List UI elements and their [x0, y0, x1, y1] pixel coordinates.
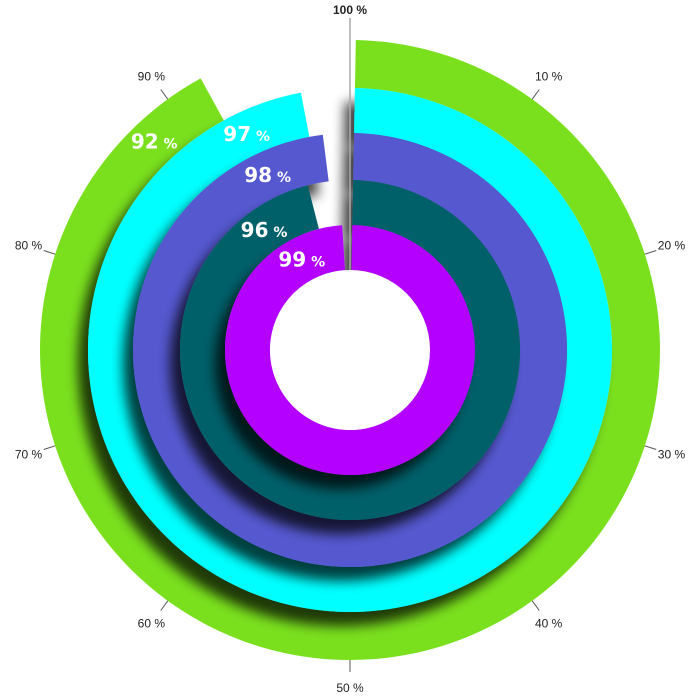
ring-value-label: 96 %: [241, 218, 288, 242]
rings: 92 % 97 % 98 % 96 % 99 %: [39, 40, 660, 661]
tick-label: 10 %: [535, 70, 563, 84]
ring-value-label: 97 %: [223, 122, 270, 146]
tick-label: 90 %: [138, 70, 166, 84]
tick-label: 100 %: [333, 3, 367, 17]
tick-label: 30 %: [658, 447, 686, 461]
tick-label: 50 %: [336, 681, 364, 695]
tick-label: 80 %: [15, 239, 43, 253]
ring-value-label: 99 %: [278, 248, 325, 272]
ring-value-label: 98 %: [244, 163, 291, 187]
tick-label: 60 %: [138, 616, 166, 630]
center-hole: [270, 270, 430, 430]
ring-99[interactable]: [225, 225, 476, 476]
tick-label: 40 %: [535, 616, 563, 630]
tick-label: 20 %: [658, 239, 686, 253]
ring-value-label: 92 %: [131, 130, 178, 154]
tick-label: 70 %: [15, 447, 43, 461]
